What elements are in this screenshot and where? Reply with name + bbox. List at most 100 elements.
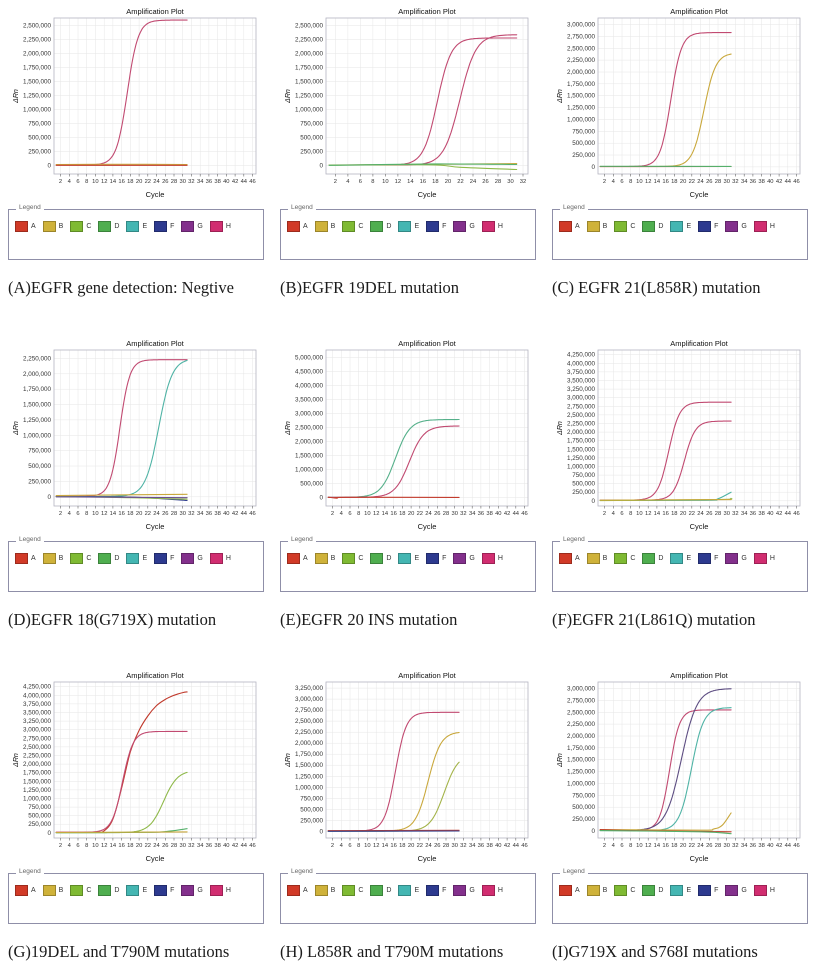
legend-item-C[interactable]: C: [614, 553, 635, 564]
legend-item-G[interactable]: G: [725, 221, 746, 232]
legend-label: B: [59, 555, 64, 562]
legend-item-H[interactable]: H: [210, 221, 231, 232]
legend-item-A[interactable]: A: [15, 221, 36, 232]
legend-item-D[interactable]: D: [642, 553, 663, 564]
legend-item-B[interactable]: B: [315, 221, 336, 232]
legend-item-H[interactable]: H: [754, 221, 775, 232]
legend-item-H[interactable]: H: [754, 885, 775, 896]
legend-label: E: [686, 555, 691, 562]
svg-text:44: 44: [785, 843, 792, 849]
legend-item-B[interactable]: B: [43, 885, 64, 896]
legend-item-D[interactable]: D: [370, 553, 391, 564]
legend-item-A[interactable]: A: [15, 885, 36, 896]
legend-label: E: [142, 555, 147, 562]
legend-label: C: [86, 555, 91, 562]
legend-item-A[interactable]: A: [559, 221, 580, 232]
legend-item-A[interactable]: A: [559, 553, 580, 564]
svg-text:34: 34: [469, 843, 476, 849]
svg-text:42: 42: [776, 179, 782, 185]
legend-item-F[interactable]: F: [154, 553, 174, 564]
legend-item-A[interactable]: A: [15, 553, 36, 564]
legend-item-E[interactable]: E: [126, 885, 147, 896]
legend-item-F[interactable]: F: [698, 221, 718, 232]
legend-item-E[interactable]: E: [670, 221, 691, 232]
legend-label: F: [714, 887, 718, 894]
legend-item-F[interactable]: F: [698, 553, 718, 564]
legend-item-E[interactable]: E: [126, 553, 147, 564]
legend-item-F[interactable]: F: [154, 221, 174, 232]
legend-item-G[interactable]: G: [725, 885, 746, 896]
legend-item-A[interactable]: A: [287, 221, 308, 232]
legend-swatch-B: [315, 553, 328, 564]
legend-item-D[interactable]: D: [642, 885, 663, 896]
legend-swatch-D: [98, 885, 111, 896]
svg-text:0: 0: [47, 494, 51, 501]
legend-label: F: [170, 887, 174, 894]
svg-text:750,000: 750,000: [300, 795, 323, 802]
chart-title: Amplification Plot: [126, 671, 184, 680]
legend-item-A[interactable]: A: [287, 885, 308, 896]
legend-item-E[interactable]: E: [670, 553, 691, 564]
svg-text:42: 42: [504, 511, 510, 517]
legend-item-G[interactable]: G: [725, 553, 746, 564]
legend-item-B[interactable]: B: [587, 885, 608, 896]
legend-item-G[interactable]: G: [181, 221, 202, 232]
legend-item-C[interactable]: C: [70, 553, 91, 564]
legend-item-D[interactable]: D: [98, 885, 119, 896]
legend-item-A[interactable]: A: [559, 885, 580, 896]
legend-swatch-H: [482, 221, 495, 232]
legend-item-C[interactable]: C: [342, 221, 363, 232]
legend-item-C[interactable]: C: [614, 885, 635, 896]
legend-item-B[interactable]: B: [587, 221, 608, 232]
legend-item-G[interactable]: G: [453, 885, 474, 896]
legend-item-E[interactable]: E: [398, 221, 419, 232]
legend-item-H[interactable]: H: [482, 221, 503, 232]
legend-item-C[interactable]: C: [342, 553, 363, 564]
legend-item-A[interactable]: A: [287, 553, 308, 564]
legend-item-H[interactable]: H: [482, 885, 503, 896]
legend-item-F[interactable]: F: [426, 553, 446, 564]
legend-item-F[interactable]: F: [426, 885, 446, 896]
svg-text:1,000,000: 1,000,000: [567, 780, 596, 787]
legend-item-E[interactable]: E: [670, 885, 691, 896]
legend-item-B[interactable]: B: [43, 553, 64, 564]
legend-item-C[interactable]: C: [342, 885, 363, 896]
legend-item-D[interactable]: D: [370, 885, 391, 896]
legend-item-C[interactable]: C: [70, 221, 91, 232]
legend-item-H[interactable]: H: [210, 885, 231, 896]
legend-item-E[interactable]: E: [398, 553, 419, 564]
legend-item-D[interactable]: D: [642, 221, 663, 232]
legend-item-D[interactable]: D: [370, 221, 391, 232]
svg-text:3,500,000: 3,500,000: [23, 710, 52, 717]
legend-item-D[interactable]: D: [98, 221, 119, 232]
legend-item-F[interactable]: F: [154, 885, 174, 896]
svg-text:36: 36: [750, 511, 756, 517]
legend-label: C: [358, 555, 363, 562]
svg-text:32: 32: [732, 511, 738, 517]
legend-item-B[interactable]: B: [43, 221, 64, 232]
legend-item-G[interactable]: G: [453, 221, 474, 232]
legend-item-F[interactable]: F: [698, 885, 718, 896]
legend-item-C[interactable]: C: [614, 221, 635, 232]
legend-item-H[interactable]: H: [210, 553, 231, 564]
legend-item-B[interactable]: B: [315, 885, 336, 896]
legend-item-H[interactable]: H: [754, 553, 775, 564]
legend-item-G[interactable]: G: [453, 553, 474, 564]
legend-item-G[interactable]: G: [181, 885, 202, 896]
legend-swatch-C: [70, 221, 83, 232]
legend-item-F[interactable]: F: [426, 221, 446, 232]
svg-text:1,500,000: 1,500,000: [295, 762, 324, 769]
legend-item-H[interactable]: H: [482, 553, 503, 564]
legend-item-C[interactable]: C: [70, 885, 91, 896]
legend-item-G[interactable]: G: [181, 553, 202, 564]
legend-item-E[interactable]: E: [126, 221, 147, 232]
svg-text:2,250,000: 2,250,000: [567, 721, 596, 728]
legend-item-E[interactable]: E: [398, 885, 419, 896]
legend-item-B[interactable]: B: [587, 553, 608, 564]
legend-item-D[interactable]: D: [98, 553, 119, 564]
svg-text:6: 6: [348, 843, 351, 849]
legend-item-B[interactable]: B: [315, 553, 336, 564]
